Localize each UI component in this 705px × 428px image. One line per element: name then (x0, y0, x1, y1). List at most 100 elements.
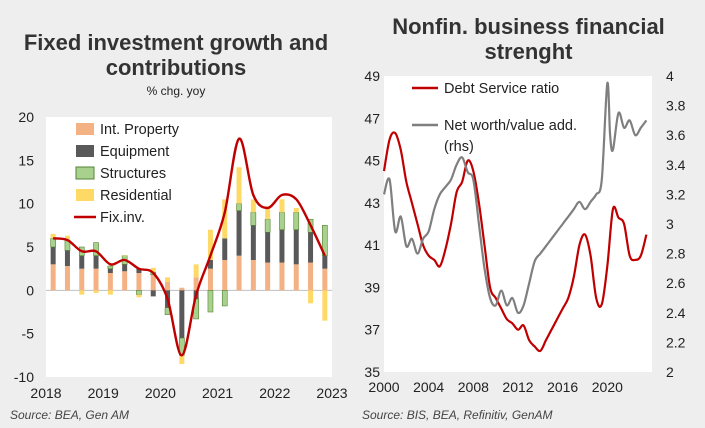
bar-equipment (150, 290, 156, 297)
y2-tick-label: 2 (666, 364, 674, 380)
bar-residential (64, 235, 70, 241)
bar-int-property (79, 268, 85, 291)
bar-residential (265, 206, 271, 220)
y2-tick-label: 2.2 (666, 334, 686, 350)
chart-subtitle-investment: % chg. yoy (146, 84, 206, 98)
x-tick-label: 2016 (547, 379, 578, 395)
y2-tick-label: 2.8 (666, 246, 686, 262)
chart-title-financial: Nonfin. business financial strenght (392, 14, 665, 64)
y2-tick-label: 3.8 (666, 98, 686, 114)
y2-tick-label: 4 (666, 68, 674, 84)
bar-equipment (79, 255, 85, 269)
bar-residential (308, 290, 314, 304)
bar-equipment (93, 255, 99, 269)
y-tick-label: 20 (18, 109, 34, 125)
bar-residential (293, 208, 299, 213)
bar-structures (279, 212, 285, 230)
bar-equipment (64, 250, 70, 267)
bar-int-property (165, 281, 171, 291)
y-tick-label: 5 (26, 239, 34, 255)
bar-int-property (322, 268, 328, 291)
y-tick-label: 35 (364, 364, 380, 380)
legend-label-equipment: Equipment (100, 144, 169, 160)
bar-int-property (250, 260, 256, 291)
financial-strength-chart: 35 37 39 41 43 45 47 49 2 2.2 2.4 2.6 2.8 3 3.2 3.4 3.6 3… (364, 68, 686, 395)
bar-int-property (179, 287, 185, 291)
bar-int-property (279, 262, 285, 291)
legend-swatch-int-property (76, 123, 94, 135)
source-note-investment: Source: BEA, Gen AM (10, 408, 129, 422)
x-tick-label: 2021 (202, 385, 233, 401)
x-tick-label: 2020 (145, 385, 176, 401)
bar-int-property (136, 273, 142, 291)
bar-structures (107, 265, 114, 269)
bar-residential (93, 290, 99, 293)
bar-residential (207, 229, 213, 260)
x-tick-label: 2000 (368, 379, 399, 395)
bar-residential (50, 234, 56, 239)
x-tick-label: 2023 (316, 385, 347, 401)
bar-equipment (179, 290, 185, 338)
bar-residential (79, 290, 85, 295)
x-tick-label: 2022 (259, 385, 290, 401)
bar-equipment (279, 229, 285, 263)
x-tick-label: 2012 (502, 379, 533, 395)
bar-int-property (265, 262, 271, 291)
y-tick-label: 41 (364, 237, 380, 253)
investment-panel: Fixed investment growth and contribution… (0, 0, 352, 428)
bar-equipment (122, 264, 128, 272)
x-tick-label: 2008 (458, 379, 489, 395)
bar-residential (279, 199, 285, 213)
bar-structures (236, 203, 242, 211)
bar-structures (250, 212, 257, 226)
legend-swatch-equipment (76, 145, 94, 157)
y-tick-label: -5 (22, 326, 35, 342)
y-tick-label: 39 (364, 279, 380, 295)
y2-tick-label: 3 (666, 216, 674, 232)
bar-equipment (250, 225, 256, 260)
bar-equipment (207, 260, 213, 269)
financial-strength-panel: Nonfin. business financial strenght 35 37… (352, 0, 705, 428)
bar-int-property (93, 268, 99, 291)
bar-int-property (122, 271, 128, 291)
line-debt-service-ratio (382, 131, 648, 353)
bar-equipment (293, 229, 299, 265)
chart-title-investment: Fixed investment growth and contribution… (23, 30, 329, 80)
bar-equipment (136, 268, 142, 273)
bar-residential (250, 199, 256, 213)
bar-int-property (236, 255, 242, 291)
bar-residential (136, 294, 142, 298)
y-tick-label: 10 (18, 196, 34, 212)
y-tick-label: 37 (364, 322, 380, 338)
bar-structures (293, 212, 300, 230)
y-tick-label: -10 (14, 369, 34, 385)
bar-residential (322, 290, 328, 321)
y2-tick-label: 3.2 (666, 186, 686, 202)
bar-int-property (207, 268, 213, 291)
bar-int-property (64, 266, 70, 291)
y-tick-label: 0 (26, 282, 34, 298)
bar-equipment (222, 238, 228, 260)
bar-residential (122, 255, 128, 257)
bar-structures (136, 290, 142, 295)
bar-structures (264, 218, 271, 233)
bar-residential (193, 264, 199, 278)
bar-structures (93, 242, 99, 256)
x-tick-label: 2020 (592, 379, 623, 395)
legend-label-debt-service-ratio: Debt Service ratio (444, 81, 559, 97)
legend-label-residential: Residential (100, 188, 172, 204)
source-note-financial: Source: BIS, BEA, Refinitiv, GenAM (362, 408, 553, 422)
bar-int-property (50, 264, 56, 291)
bar-structures (221, 290, 228, 307)
investment-chart: -10 -5 0 5 10 15 20 2018 2019 2020 2021 2022 2023 Int… (14, 109, 348, 401)
bar-equipment (107, 268, 113, 273)
bar-residential (179, 355, 185, 364)
bar-residential (150, 267, 156, 273)
x-tick-label: 2004 (413, 379, 444, 395)
bar-equipment (308, 232, 314, 263)
y2-tick-label: 3.6 (666, 127, 686, 143)
x-tick-label: 2019 (88, 385, 119, 401)
bar-equipment (236, 210, 242, 256)
y-tick-label: 45 (364, 153, 380, 169)
x-tick-label: 2018 (30, 385, 61, 401)
